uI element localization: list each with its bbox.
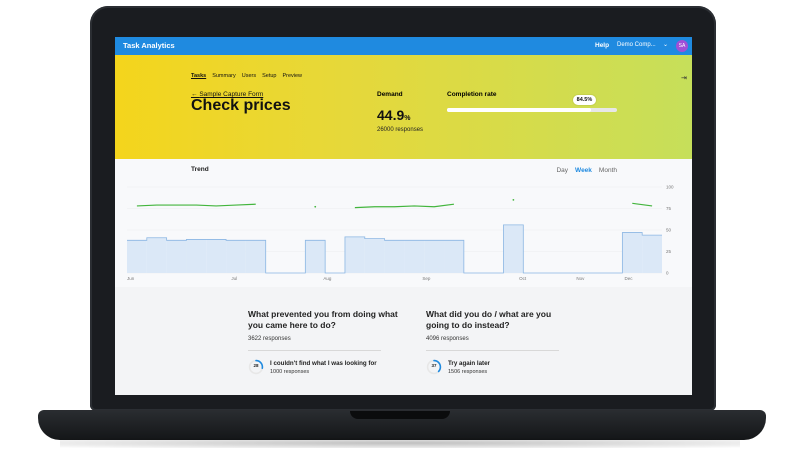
tab-users[interactable]: Users [241, 73, 257, 79]
question-title: What did you do / what are you going to … [426, 309, 552, 330]
line-series [354, 203, 455, 209]
y-tick-label: 25 [666, 249, 672, 254]
y-tick-label: 75 [666, 206, 672, 211]
option-responses: 1506 responses [448, 368, 488, 375]
question-title: What prevented you from doing what you c… [248, 309, 398, 330]
collapse-icon[interactable]: ⇥ [681, 75, 687, 82]
demand-number: 44.9 [377, 107, 405, 123]
line-series [632, 202, 653, 207]
completion-unit: % [587, 97, 593, 103]
question-responses: 3622 responses [248, 336, 291, 342]
area-segment [166, 240, 187, 273]
option-row[interactable]: 37 Try again later 1506 responses [426, 359, 576, 375]
tabs: Tasks Summary Users Setup Preview [191, 73, 302, 79]
completion-value: 84.5 [576, 97, 588, 103]
demand-value: 44.9% [377, 107, 410, 123]
line-series [136, 203, 256, 207]
trend-chart: 100 75 50 25 0 Jun Jul Aug Sep Oct Nov Dec [127, 185, 674, 281]
area-segment [206, 239, 227, 273]
x-tick-label: Sep [422, 276, 431, 281]
range-day[interactable]: Day [556, 167, 569, 174]
range-toggle: Day Week Month [556, 167, 617, 174]
question-card-1: What prevented you from doing what you c… [248, 309, 398, 375]
option-responses: 1000 responses [270, 368, 310, 375]
tab-tasks[interactable]: Tasks [191, 73, 207, 79]
app-brand[interactable]: Task Analytics [123, 41, 175, 50]
question-responses: 4096 responses [426, 336, 469, 342]
area-segment [146, 237, 167, 273]
question-card-2: What did you do / what are you going to … [426, 309, 576, 375]
range-month[interactable]: Month [598, 167, 617, 174]
question-area: What prevented you from doing what you c… [115, 287, 692, 395]
ring-icon [426, 359, 442, 375]
area-segment [226, 240, 246, 273]
demand-unit: % [404, 115, 411, 122]
tab-summary[interactable]: Summary [212, 73, 236, 79]
area-segment [503, 224, 524, 273]
area-segment [344, 236, 365, 273]
line-point [314, 205, 317, 208]
back-link-label: Sample Capture Form [199, 91, 264, 98]
tab-setup[interactable]: Setup [262, 73, 277, 79]
trend-title: Trend [191, 166, 209, 173]
progress-ring: 37 [426, 359, 442, 375]
hero-header [115, 55, 692, 159]
area-series [127, 224, 662, 274]
laptop-shadow [60, 438, 740, 448]
completion-label: Completion rate [447, 91, 497, 98]
divider [426, 350, 559, 351]
help-link[interactable]: Help [595, 42, 610, 49]
ring-icon [248, 359, 264, 375]
option-label: Try again later [448, 359, 490, 367]
demand-responses: 26000 responses [377, 127, 424, 133]
y-tick-label: 50 [666, 228, 672, 233]
option-row[interactable]: 28 I couldn't find what I was looking fo… [248, 359, 398, 375]
back-link[interactable]: ← Sample Capture Form [191, 91, 263, 98]
area-segment [404, 240, 425, 273]
laptop-notch [350, 411, 450, 419]
option-label: I couldn't find what I was looking for [270, 359, 377, 367]
chevron-down-icon[interactable]: ⌄ [663, 42, 669, 48]
tab-preview[interactable]: Preview [282, 73, 303, 79]
area-segment [384, 240, 405, 273]
divider [248, 350, 381, 351]
area-segment [245, 240, 266, 273]
x-tick-label: Nov [576, 276, 585, 281]
avatar[interactable]: SA [676, 40, 688, 52]
top-bar: Task Analytics Help Demo Comp... ⌄ SA [115, 37, 692, 55]
area-segment [364, 238, 385, 273]
line-point [512, 199, 515, 201]
area-segment [642, 235, 662, 273]
progress-ring: 28 [248, 359, 264, 375]
app-screen: Task Analytics Help Demo Comp... ⌄ SA Ta… [115, 37, 692, 395]
x-tick-label: Oct [519, 276, 527, 281]
company-switcher[interactable]: Demo Comp... [617, 42, 656, 48]
area-segment [444, 240, 464, 273]
range-week[interactable]: Week [575, 167, 592, 174]
ring-percent: 28 [253, 363, 259, 368]
ring-percent: 37 [431, 363, 437, 368]
x-tick-label: Jun [127, 276, 135, 281]
completion-fill [447, 108, 591, 112]
completion-track: 84.5% [447, 95, 617, 112]
area-segment [305, 240, 326, 273]
completion-bubble: 84.5% [572, 95, 597, 105]
page-title: Check prices [191, 97, 291, 114]
area-segment [622, 232, 643, 273]
area-segment [424, 240, 445, 273]
trend-panel: Trend Day Week Month 100 75 50 25 0 Jun Jul Aug… [115, 159, 692, 287]
x-tick-label: Jul [231, 276, 237, 281]
y-tick-label: 0 [666, 271, 669, 276]
x-tick-label: Dec [625, 276, 634, 281]
y-tick-label: 100 [666, 185, 674, 190]
demand-label: Demand [377, 91, 403, 98]
area-segment [127, 240, 147, 273]
x-tick-label: Aug [323, 276, 332, 281]
arrow-left-icon: ← [191, 91, 198, 98]
area-segment [186, 239, 207, 273]
